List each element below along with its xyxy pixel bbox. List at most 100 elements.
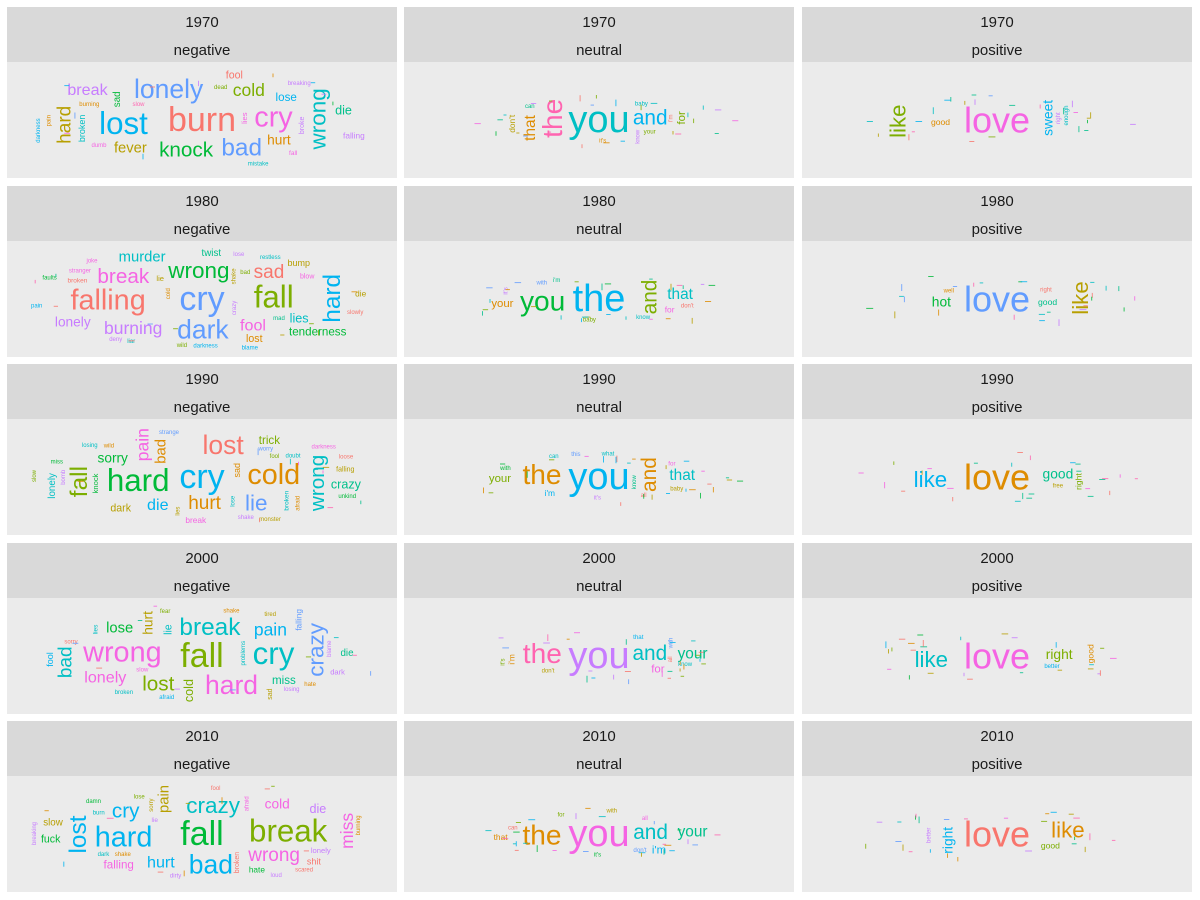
facet-strip: 1980 negative <box>7 186 397 241</box>
word-baby: baby <box>635 102 648 108</box>
word-cloud-area: you the and your i'm that don't all for it's can wi… <box>404 776 794 892</box>
word-wild: wild <box>176 343 187 349</box>
word-burning: burning <box>356 815 362 835</box>
word-lonely: lonely <box>311 846 331 855</box>
word-sorry: sorry <box>97 451 128 466</box>
word-liar: liar <box>127 339 135 345</box>
word-the: the <box>537 99 568 138</box>
word-right: right <box>1056 112 1062 124</box>
facet-year-label: 1970 <box>185 14 219 31</box>
word-lose: lose <box>233 252 245 258</box>
word-falling: falling <box>294 609 304 631</box>
word-falling: falling <box>343 130 365 140</box>
word-afraid: afraid <box>159 695 174 701</box>
word-darkness: darkness <box>193 344 217 350</box>
word-burn: burn <box>168 101 236 139</box>
word-the: the <box>522 459 561 490</box>
word-hate: hate <box>304 682 316 688</box>
facet-strip: 2010 positive <box>802 721 1192 776</box>
word-problems: problems <box>241 641 247 666</box>
word-its: it's <box>502 287 509 294</box>
facet-strip: 1980 positive <box>802 186 1192 241</box>
word-hard: hard <box>205 670 258 700</box>
word-miss: miss <box>337 813 357 849</box>
word-cloud-svg: love like right good better <box>885 633 1117 680</box>
word-loud: loud <box>271 873 282 879</box>
word-dumb: dumb <box>91 143 107 149</box>
word-fall: fall <box>180 815 223 853</box>
word-its: it's <box>594 853 601 859</box>
word-fool: fool <box>240 316 266 334</box>
word-and: and <box>638 457 661 492</box>
word-fool: fool <box>211 786 221 792</box>
word-dont: don't <box>633 847 647 854</box>
word-fool: fool <box>45 652 55 667</box>
word-die: die <box>355 288 366 298</box>
word-joke: joke <box>85 259 98 265</box>
word-cloud-svg: burn lost cry lonely bad wrong knock hard cold br… <box>36 70 365 168</box>
facet-panel-1970-positive: 1970 positive love like sweet good enough right <box>802 7 1192 178</box>
word-cloud-area: love like sweet good enough right <box>802 62 1192 178</box>
word-fall: fall <box>289 150 298 157</box>
word-the: the <box>573 278 626 320</box>
word-with: with <box>605 809 617 815</box>
word-better: better <box>1044 664 1059 670</box>
word-sad: sad <box>267 688 274 699</box>
word-dark: dark <box>98 852 111 858</box>
word-die: die <box>309 802 326 816</box>
word-cloud-svg: fall break hard bad lost crazy cry wrong miss hur… <box>32 785 362 880</box>
word-love: love <box>964 279 1030 320</box>
word-fuck: fuck <box>41 834 61 846</box>
word-for: for <box>665 305 675 315</box>
word-love: love <box>964 636 1030 677</box>
word-for: for <box>557 813 564 819</box>
facet-strip: 2000 neutral <box>404 543 794 598</box>
word-right: right <box>1074 473 1084 490</box>
word-shake: shake <box>223 608 240 614</box>
word-slow: slow <box>132 102 145 108</box>
word-bad: bad <box>221 135 262 162</box>
word-your: your <box>678 824 708 841</box>
word-tenderness: tenderness <box>289 325 347 338</box>
word-for: for <box>676 111 688 124</box>
word-your: your <box>489 473 511 485</box>
word-you: you <box>520 286 565 317</box>
word-blame: blame <box>242 346 259 352</box>
word-blow: blow <box>300 274 315 281</box>
word-well: well <box>943 289 954 295</box>
word-cloud-svg: fall cry wrong hard break crazy lost bad pain lon… <box>45 605 372 702</box>
word-good: good <box>1038 297 1057 307</box>
word-broken: broken <box>115 690 133 696</box>
facet-sentiment-label: neutral <box>576 42 622 59</box>
word-with: with <box>535 281 547 287</box>
word-unkind: unkind <box>338 494 356 500</box>
word-shake: shake <box>238 515 255 521</box>
facet-year-label: 2000 <box>980 550 1014 567</box>
word-and: and <box>633 821 668 844</box>
word-die: die <box>335 103 352 117</box>
word-mistake: mistake <box>248 161 269 167</box>
word-good: good <box>1086 644 1096 663</box>
word-lie: lie <box>156 274 164 283</box>
facet-panel-1990-neutral: 1990 neutral you the and that your i'm for baby it… <box>404 364 794 535</box>
word-break: break <box>249 814 328 849</box>
facet-panel-2000-negative: 2000 negative fall cry wrong hard break crazy lo… <box>7 543 397 714</box>
word-hard: hard <box>95 822 153 854</box>
word-breaking: breaking <box>288 81 311 87</box>
word-pain: pain <box>157 785 173 813</box>
word-baby: baby <box>670 486 683 492</box>
word-cold: cold <box>233 80 265 100</box>
word-know: know <box>636 315 651 321</box>
word-broken: broken <box>77 115 87 143</box>
word-wrong: wrong <box>305 88 330 150</box>
word-cold: cold <box>166 288 172 299</box>
word-miss: miss <box>51 460 63 466</box>
facet-sentiment-label: negative <box>173 221 231 238</box>
facet-panel-1970-neutral: 1970 neutral you the and that for don't your can b… <box>404 7 794 178</box>
word-dont: don't <box>542 669 555 675</box>
word-free: free <box>1053 484 1064 490</box>
word-lose: lose <box>231 495 237 507</box>
